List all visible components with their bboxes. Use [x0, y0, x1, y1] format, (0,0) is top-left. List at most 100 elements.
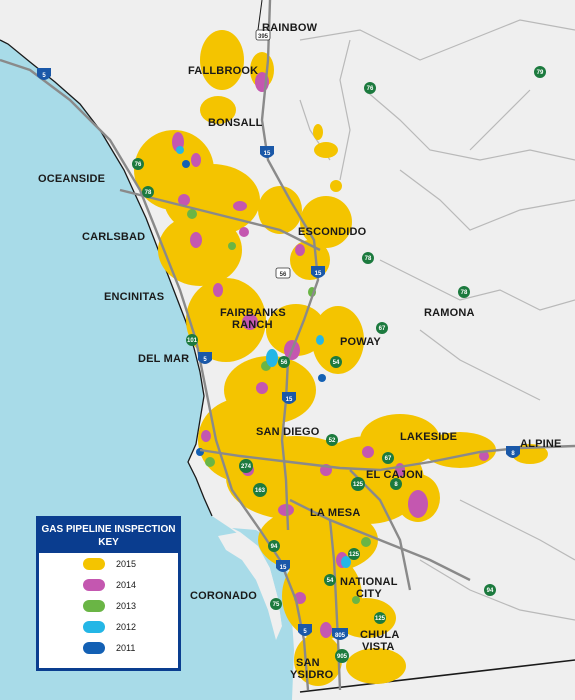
shield-sr395: 395	[255, 29, 271, 41]
shield-label: 805	[335, 633, 346, 639]
county-line	[257, 0, 263, 31]
shield-label: 54	[333, 360, 340, 366]
shield-sr76-a: 76	[364, 82, 376, 94]
shield-sr75: 75	[270, 598, 282, 610]
shield-sr56-b: 56	[278, 356, 290, 368]
city-fairbanks: FAIRBANKS	[220, 307, 286, 319]
shield-sr125-b: 125	[374, 612, 386, 624]
shield-sr52: 52	[326, 434, 338, 446]
legend-row-2013: 2013	[39, 595, 178, 616]
shield-label: 79	[537, 70, 544, 76]
legend-swatch-2014	[83, 578, 105, 591]
legend-year: 2015	[116, 558, 137, 569]
shield-i5-delmar: 5	[198, 352, 212, 364]
inspection-areas-2012	[176, 146, 351, 568]
city-encinitas: ENCINITAS	[104, 291, 164, 303]
shield-i15-central: 15	[282, 392, 296, 404]
city-la-mesa: LA MESA	[310, 507, 361, 519]
shield-label: 8	[394, 482, 398, 488]
mexico-border	[299, 659, 575, 693]
legend-swatch-2013	[83, 599, 105, 612]
shield-sr78-b: 78	[362, 252, 374, 264]
city-bonsall: BONSALL	[208, 117, 263, 129]
shield-label: 52	[329, 438, 336, 444]
city-coronado: CORONADO	[190, 590, 257, 602]
shield-label: 56	[281, 360, 288, 366]
shield-label: 67	[385, 456, 392, 462]
shield-i8: 8	[506, 446, 520, 458]
legend-row-2014: 2014	[39, 574, 178, 595]
shield-label: 8	[511, 451, 515, 457]
legend-row-2011: 2011	[39, 637, 178, 658]
shield-i15-escondido: 15	[311, 266, 325, 278]
shield-label: 15	[264, 151, 271, 157]
city-national-city: NATIONAL	[340, 576, 398, 588]
shield-sr67: 67	[376, 322, 388, 334]
shield-sr517: 125	[348, 548, 360, 560]
minor-roads	[299, 19, 575, 621]
shield-i5-south: 5	[298, 624, 312, 636]
shield-label: 163	[255, 488, 266, 494]
city-carlsbad: CARLSBAD	[82, 231, 145, 243]
city-fairbanks-ranch: RANCH	[232, 319, 273, 331]
shield-label: 75	[273, 602, 280, 608]
legend-year: 2011	[116, 642, 136, 653]
shield-label: 54	[327, 578, 334, 584]
legend-row-2015: 2015	[39, 553, 178, 574]
inspection-key-legend: GAS PIPELINE INSPECTION KEY 2015 2014 20…	[36, 516, 181, 671]
legend-swatch-2012	[83, 620, 105, 633]
shield-label: 94	[487, 588, 494, 594]
shield-i805: 805	[332, 628, 348, 640]
shield-sr163: 163	[253, 483, 267, 497]
shield-label: 101	[187, 338, 198, 344]
shield-sr79: 79	[534, 66, 546, 78]
shield-sr274: 274	[239, 459, 253, 473]
shield-label: 78	[461, 290, 468, 296]
shield-sr94: 94	[268, 540, 280, 552]
shield-label: 274	[241, 464, 252, 470]
legend-swatch-2011	[83, 641, 105, 654]
shield-i15-north: 15	[260, 146, 274, 158]
city-chula-vista: CHULA	[360, 629, 400, 641]
shield-label: 15	[280, 565, 287, 571]
legend-title: GAS PIPELINE INSPECTION KEY	[39, 519, 178, 553]
shield-sr67-b: 67	[382, 452, 394, 464]
city-national-city-2: CITY	[356, 588, 382, 600]
shield-i15-south: 15	[276, 560, 290, 572]
city-chula-vista-2: VISTA	[362, 641, 395, 653]
shield-label: 125	[375, 616, 386, 622]
shield-label: 5	[42, 73, 46, 79]
shield-sr78-a: 78	[142, 186, 154, 198]
legend-year: 2012	[116, 621, 137, 632]
shield-sr8-cajon: 8	[390, 478, 402, 490]
city-el-cajon: EL CAJON	[366, 469, 423, 481]
city-san-ysidro-2: YSIDRO	[290, 669, 334, 681]
city-alpine: ALPINE	[520, 438, 562, 450]
city-del-mar: DEL MAR	[138, 353, 189, 365]
city-rainbow: RAINBOW	[262, 22, 318, 34]
shield-label: 94	[271, 544, 278, 550]
shield-label: 67	[379, 326, 386, 332]
city-fallbrook: FALLBROOK	[188, 65, 258, 77]
shield-label: 905	[337, 654, 348, 660]
shield-sr54-poway: 54	[330, 356, 342, 368]
city-ramona: RAMONA	[424, 307, 475, 319]
shield-sr94-east: 94	[484, 584, 496, 596]
shield-label: 56	[280, 272, 287, 278]
shield-label: 78	[145, 190, 152, 196]
city-san-ysidro: SAN	[296, 657, 320, 669]
legend-swatch-2015	[83, 557, 105, 570]
coronado-peninsula	[218, 532, 282, 640]
city-lakeside: LAKESIDE	[400, 431, 457, 443]
city-escondido: ESCONDIDO	[298, 226, 367, 238]
legend-year: 2013	[116, 600, 137, 611]
shield-i5-north: 5	[37, 68, 51, 80]
shield-sr125-a: 125	[351, 477, 365, 491]
shield-label: 15	[315, 271, 322, 277]
city-poway: POWAY	[340, 336, 381, 348]
shield-sr78-c: 78	[458, 286, 470, 298]
shield-sr101: 101	[186, 334, 198, 346]
shield-label: 78	[365, 256, 372, 262]
shield-label: 15	[286, 397, 293, 403]
